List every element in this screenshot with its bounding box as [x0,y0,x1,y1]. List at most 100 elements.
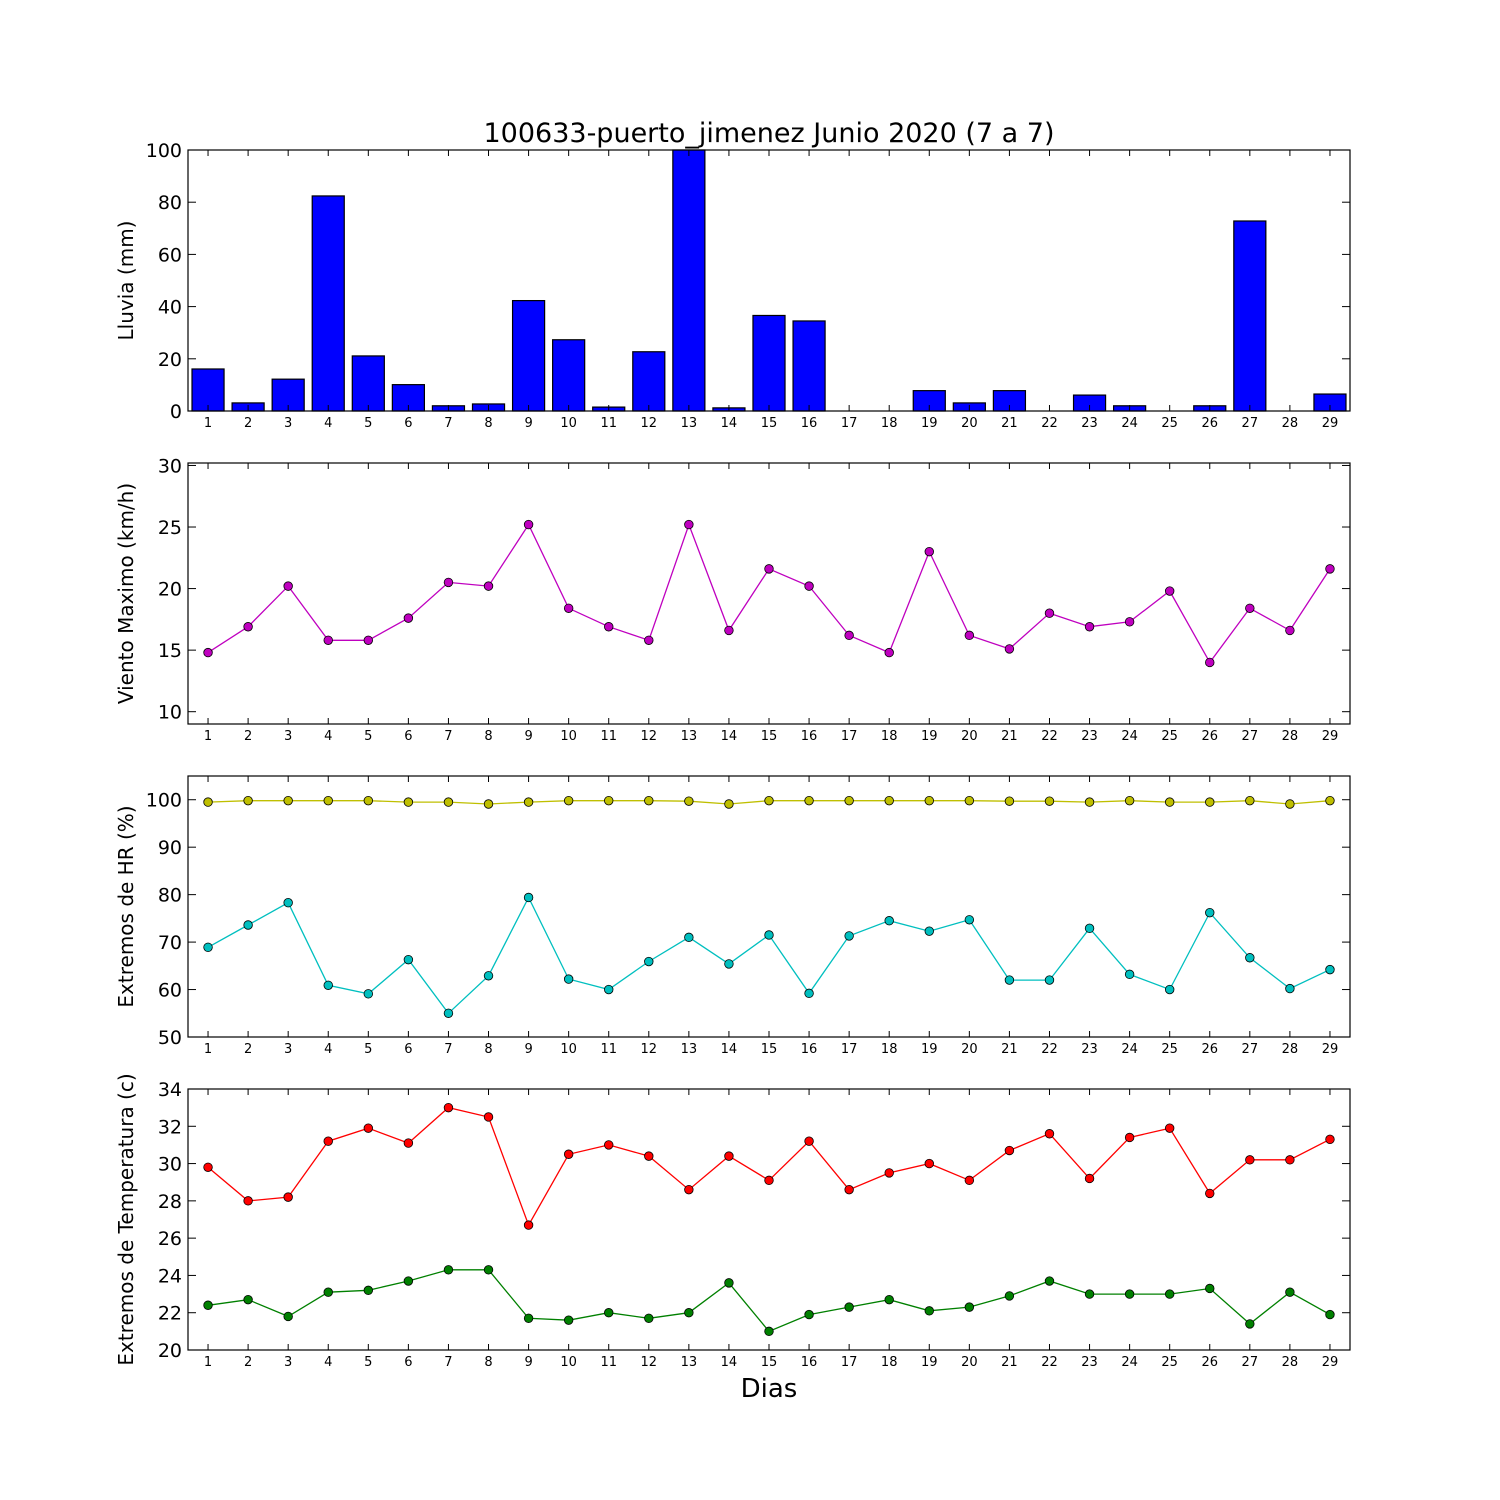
humedad-series-1-point-16 [804,988,814,999]
humedad-series-0-point-7 [443,797,454,807]
viento-ylabel: Viento Maximo (km/h) [114,483,138,704]
temperatura-xtick-label: 5 [364,1355,372,1370]
humedad-xtick-label: 23 [1081,1042,1098,1057]
viento-xtick-label: 19 [921,729,938,744]
viento-ytick-label: 25 [158,517,182,539]
temperatura-xtick-label: 14 [721,1355,738,1370]
viento-ytick-label: 15 [158,640,182,662]
humedad-series-0-point-4 [323,795,333,806]
viento-xtick-label: 26 [1201,729,1218,744]
humedad-xtick-label: 28 [1282,1042,1299,1057]
temperatura-series-1-point-19 [924,1306,934,1316]
temperatura-axes-frame [187,1088,1351,1351]
temperatura-series-0-point-17 [844,1184,854,1195]
humedad-series-0-point-3 [283,795,293,806]
lluvia-xtick-label: 24 [1121,416,1138,431]
humedad-series-0-point-22 [1044,796,1055,806]
viento-series-0-point-4 [323,635,333,645]
viento-xtick-label: 7 [444,729,452,744]
lluvia-xtick-label: 12 [641,416,658,431]
lluvia-xtick-label: 5 [364,416,372,431]
temperatura-series-0-point-20 [964,1175,975,1186]
temperatura-series-1-point-21 [1004,1291,1015,1301]
temperatura-xtick-label: 16 [801,1355,818,1370]
viento-xtick-label: 9 [524,729,532,744]
viento-series-0-point-28 [1285,625,1295,636]
figure-title: 100633-puerto_jimenez Junio 2020 (7 a 7) [484,118,1055,149]
humedad-series-0-point-29 [1325,795,1335,806]
temperatura-series-0-point-5 [363,1123,374,1133]
humedad-series-1-point-20 [964,915,975,925]
viento-xtick-label: 4 [324,729,332,744]
lluvia-xtick-label: 9 [524,416,532,431]
bar-day-15 [752,314,786,412]
temperatura-series-0-point-27 [1245,1155,1255,1165]
humedad-series-1-point-10 [563,974,574,984]
temperatura-ytick-label: 26 [158,1228,182,1250]
viento-xtick-label: 3 [284,729,292,744]
humedad-ytick-label: 60 [158,980,182,1002]
humedad-series-0-point-23 [1084,797,1095,807]
humedad-series-1-point-27 [1245,953,1255,963]
humedad-series-1-point-4 [323,980,333,990]
humedad-xtick-label: 26 [1201,1042,1218,1057]
temperatura-series-0-point-16 [804,1136,814,1146]
humedad-xtick-label: 7 [444,1042,452,1057]
viento-xtick-label: 6 [404,729,412,744]
temperatura-series-1-point-2 [243,1294,253,1305]
temperatura-series-0-point-21 [1004,1145,1015,1156]
humedad-series-1-point-7 [443,1008,454,1018]
temperatura-ytick-label: 30 [158,1154,182,1176]
humedad-series-1-point-28 [1285,983,1295,994]
temperatura-series-1-point-29 [1325,1309,1335,1320]
lluvia-ytick-label: 0 [170,401,182,423]
humedad-series-0-point-14 [724,799,734,809]
humedad-series-1-point-21 [1004,975,1015,985]
temperatura-ytick-label: 28 [158,1191,182,1213]
temperatura-series-1-point-15 [764,1326,774,1337]
viento-xtick-label: 20 [961,729,978,744]
lluvia-ylabel: Lluvia (mm) [114,221,138,341]
temperatura-series-0-point-10 [563,1149,574,1159]
viento-series-0-point-29 [1325,564,1335,574]
humedad-xtick-label: 14 [721,1042,738,1057]
lluvia-xtick-label: 2 [244,416,252,431]
lluvia-xtick-label: 13 [681,416,698,431]
humedad-xtick-label: 6 [404,1042,412,1057]
lluvia-xtick-label: 4 [324,416,332,431]
viento-series-0-point-1 [203,647,213,658]
humedad-series-1-line [207,896,1331,1015]
viento-xtick-label: 28 [1282,729,1299,744]
viento-series-0-point-8 [483,581,494,591]
humedad-series-0-point-16 [804,795,814,806]
humedad-series-1-point-19 [924,926,934,936]
lluvia-xtick-label: 20 [961,416,978,431]
humedad-xtick-label: 20 [961,1042,978,1057]
humedad-series-0-point-13 [684,796,694,806]
humedad-series-0-point-12 [644,795,654,806]
humedad-ytick-label: 80 [158,885,182,907]
viento-xtick-label: 22 [1041,729,1058,744]
lluvia-xtick-label: 26 [1201,416,1218,431]
humedad-xtick-label: 12 [641,1042,658,1057]
lluvia-xtick-label: 1 [204,416,212,431]
temperatura-xtick-label: 4 [324,1355,332,1370]
temperatura-xtick-label: 7 [444,1355,452,1370]
humedad-xtick-label: 8 [484,1042,492,1057]
bar-day-5 [351,355,385,412]
bar-day-12 [632,351,666,412]
lluvia-xtick-label: 11 [600,416,617,431]
temperatura-xtick-label: 11 [600,1355,617,1370]
humedad-series-0-point-1 [203,797,213,807]
temperatura-ytick-label: 22 [158,1303,182,1325]
temperatura-series-1-point-27 [1245,1319,1255,1329]
temperatura-series-0-point-13 [684,1184,694,1195]
viento-series-0-point-3 [283,581,293,591]
humedad-xtick-label: 13 [681,1042,698,1057]
temperatura-series-0-point-3 [283,1192,293,1202]
temperatura-series-1-point-17 [844,1302,854,1312]
